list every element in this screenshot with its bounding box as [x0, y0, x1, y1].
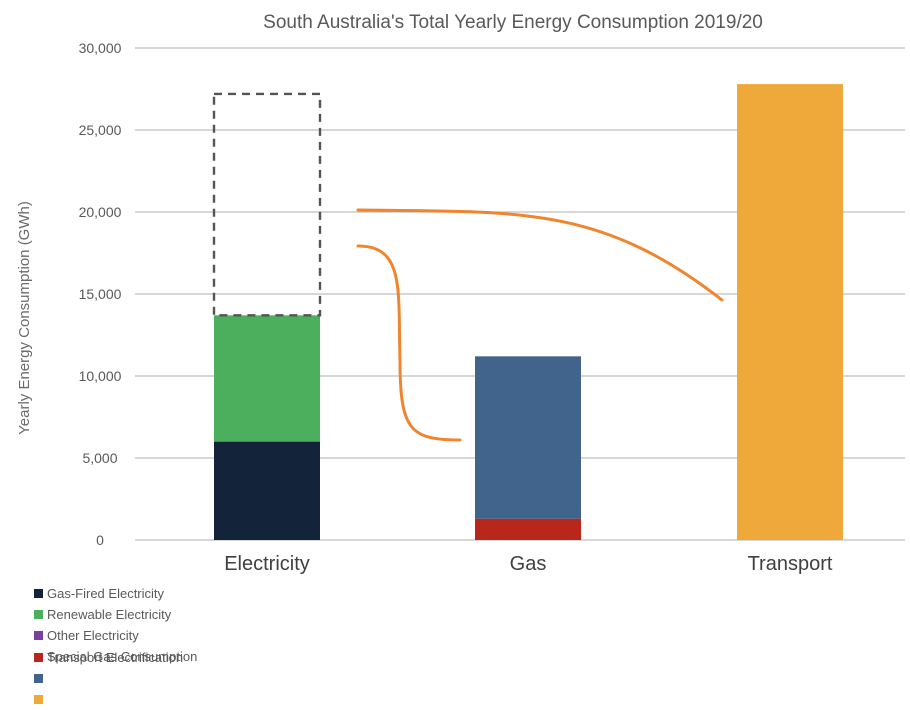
legend-entry: Other Electricity	[34, 625, 334, 646]
x-category-label: Transport	[748, 553, 833, 575]
y-tick-label: 20,000	[79, 204, 122, 220]
x-category-label: Electricity	[224, 553, 310, 575]
legend-swatch	[34, 674, 43, 683]
bar-segment	[214, 441, 320, 540]
legend-swatch	[34, 631, 43, 640]
chart-title: South Australia's Total Yearly Energy Co…	[263, 12, 763, 33]
legend-swatch	[34, 652, 43, 662]
legend-label: Gas-Fired Electricity	[47, 586, 165, 601]
y-axis-ticks: 0 5,000 10,000 15,000 20,000 25,000 30,000	[79, 40, 122, 548]
legend-overlap-label: Transport Electrification	[47, 650, 184, 665]
bar-segment	[214, 315, 320, 442]
legend-swatch	[34, 695, 43, 704]
annotations	[212, 92, 724, 442]
y-tick-label: 25,000	[79, 122, 122, 138]
legend-entry: Renewable Electricity	[34, 604, 334, 625]
y-tick-label: 10,000	[79, 368, 122, 384]
legend-entry	[34, 689, 334, 710]
legend-label: Renewable Electricity	[47, 607, 172, 622]
legend-entry: Special Gas Consumption Transport Electri…	[34, 646, 334, 668]
bar-segment	[475, 356, 581, 519]
bar-segment	[475, 518, 581, 540]
dashed-outline	[212, 92, 322, 317]
legend-label: Other Electricity	[47, 628, 139, 643]
legend-label: Special Gas Consumption	[47, 649, 198, 664]
x-axis-categories: Electricity Gas Transport	[224, 553, 833, 575]
legend: Gas-Fired Electricity Renewable Electrici…	[34, 583, 334, 710]
y-tick-label: 30,000	[79, 40, 122, 56]
y-tick-label: 15,000	[79, 286, 122, 302]
bars	[214, 84, 843, 540]
x-category-label: Gas	[510, 553, 547, 575]
legend-entry	[34, 668, 334, 689]
legend-swatch	[34, 589, 43, 598]
annotation-curve-gas	[356, 244, 462, 442]
y-tick-label: 5,000	[82, 450, 117, 466]
y-tick-label: 0	[96, 532, 104, 548]
bar-segment	[737, 84, 843, 540]
legend-swatch	[34, 610, 43, 619]
y-axis-label: Yearly Energy Consumption (GWh)	[16, 201, 33, 435]
legend-entry: Gas-Fired Electricity	[34, 583, 334, 604]
annotation-curve-transport	[356, 208, 724, 302]
